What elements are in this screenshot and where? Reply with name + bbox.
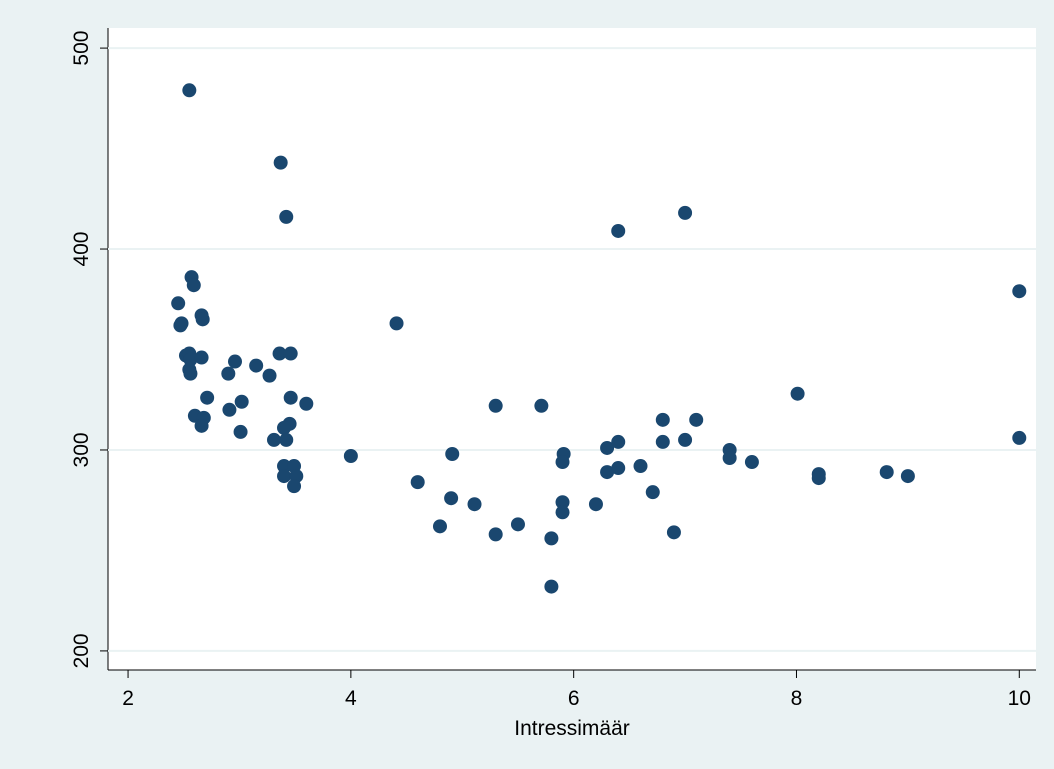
x-tick-label: 10 <box>1008 687 1031 710</box>
point <box>1012 430 1027 445</box>
point <box>534 398 549 413</box>
point <box>221 366 236 381</box>
point <box>283 346 298 361</box>
point <box>222 402 237 417</box>
point <box>445 446 460 461</box>
point <box>194 418 209 433</box>
point <box>467 497 482 512</box>
point <box>279 432 294 447</box>
point <box>666 525 681 540</box>
point <box>277 459 292 474</box>
point <box>678 205 693 220</box>
point <box>174 316 189 331</box>
point <box>678 432 693 447</box>
point <box>444 491 459 506</box>
y-tick-label: 500 <box>70 31 93 66</box>
point <box>249 358 264 373</box>
point <box>343 449 358 463</box>
point <box>488 527 503 542</box>
point <box>611 434 626 449</box>
point <box>272 346 287 361</box>
point <box>611 223 626 238</box>
point <box>600 440 615 455</box>
x-axis-label: Intressimäär <box>514 717 630 740</box>
point <box>182 83 197 98</box>
point <box>510 517 525 532</box>
point <box>879 465 894 480</box>
x-tick-label: 2 <box>122 687 134 710</box>
point <box>389 316 404 331</box>
point <box>410 475 425 490</box>
point <box>555 455 570 470</box>
point <box>488 398 503 413</box>
point <box>600 465 615 480</box>
point <box>432 519 447 534</box>
point <box>689 412 704 427</box>
point <box>744 455 759 470</box>
point <box>1012 284 1027 299</box>
point <box>722 451 737 466</box>
point <box>186 278 201 293</box>
point <box>633 459 648 474</box>
point <box>611 461 626 476</box>
point <box>655 434 670 449</box>
point <box>544 531 559 546</box>
point <box>273 155 288 170</box>
point <box>262 368 277 383</box>
point <box>555 505 570 520</box>
point <box>183 366 198 381</box>
point <box>645 485 660 500</box>
point <box>299 396 314 411</box>
point <box>233 424 248 439</box>
x-tick-label: 8 <box>791 687 803 710</box>
point <box>200 390 215 405</box>
point <box>279 209 294 224</box>
point <box>266 432 281 447</box>
x-tick-label: 4 <box>345 687 357 710</box>
x-tick-label: 6 <box>568 687 580 710</box>
y-tick-label: 300 <box>70 432 93 467</box>
point <box>171 296 186 311</box>
point <box>790 386 805 401</box>
point <box>655 412 670 427</box>
point <box>811 471 826 486</box>
point <box>277 469 292 484</box>
point <box>283 390 298 405</box>
point <box>287 479 302 494</box>
point <box>234 394 249 409</box>
point <box>277 420 292 435</box>
plot-area <box>108 28 1036 670</box>
point <box>228 354 243 369</box>
point <box>588 497 603 512</box>
y-tick-label: 400 <box>70 232 93 267</box>
point <box>555 495 570 510</box>
point <box>194 350 209 365</box>
y-tick-label: 200 <box>70 633 93 668</box>
point <box>900 469 915 484</box>
point <box>544 579 559 594</box>
point <box>195 312 210 327</box>
